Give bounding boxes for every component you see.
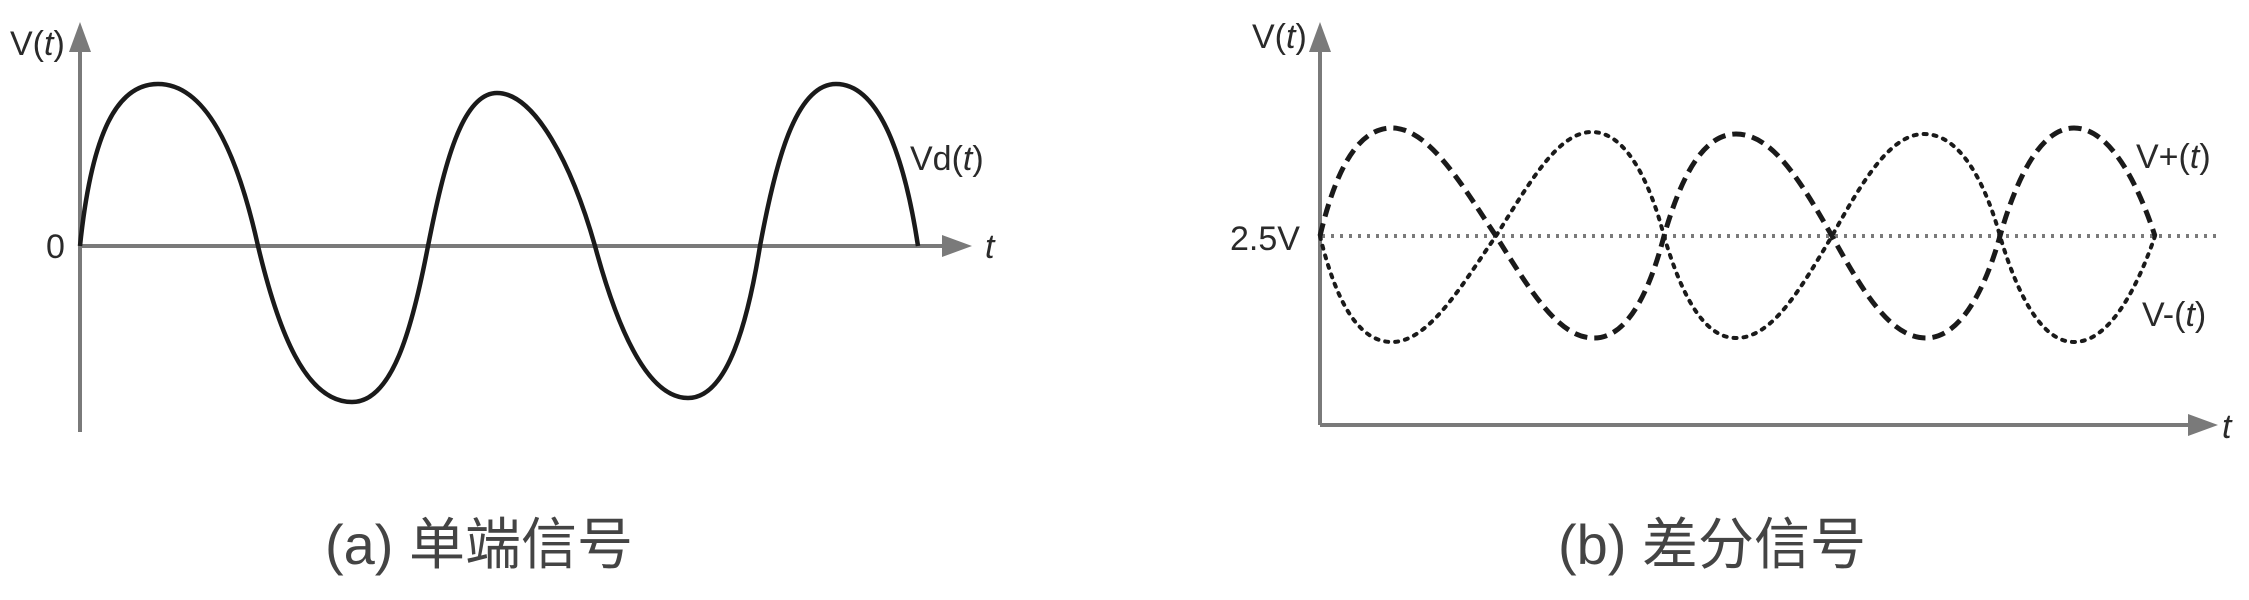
panel-b-vminus-curve <box>1318 129 2157 345</box>
panel-b-caption: (b) 差分信号 <box>1558 513 1866 576</box>
panel-b-y-label: V(t) <box>1252 18 1307 56</box>
panel-a-x-label: t <box>985 228 996 266</box>
panel-a-x-arrow-icon <box>942 235 972 257</box>
panel-b-vminus-label: V-(t) <box>2142 296 2206 334</box>
panel-a-origin-label: 0 <box>46 228 65 266</box>
panel-b: V(t) 2.5V t V+(t) V-(t) <box>1230 18 2233 446</box>
panel-a: V(t) 0 t Vd(t) <box>10 22 996 432</box>
panel-b-x-arrow-icon <box>2188 414 2218 436</box>
panel-b-y-arrow-icon <box>1309 22 1331 52</box>
panel-a-signal-curve <box>77 81 921 405</box>
panel-b-vplus-label: V+(t) <box>2136 138 2211 176</box>
panel-b-x-label: t <box>2222 408 2233 446</box>
panel-a-caption: (a) 单端信号 <box>325 513 633 576</box>
panel-a-signal-label: Vd(t) <box>910 140 984 178</box>
panel-a-y-arrow-icon <box>69 22 91 52</box>
panel-a-y-label: V(t) <box>10 25 65 63</box>
panel-b-level-label: 2.5V <box>1230 220 1300 258</box>
panel-b-vplus-curve <box>1317 125 2158 341</box>
